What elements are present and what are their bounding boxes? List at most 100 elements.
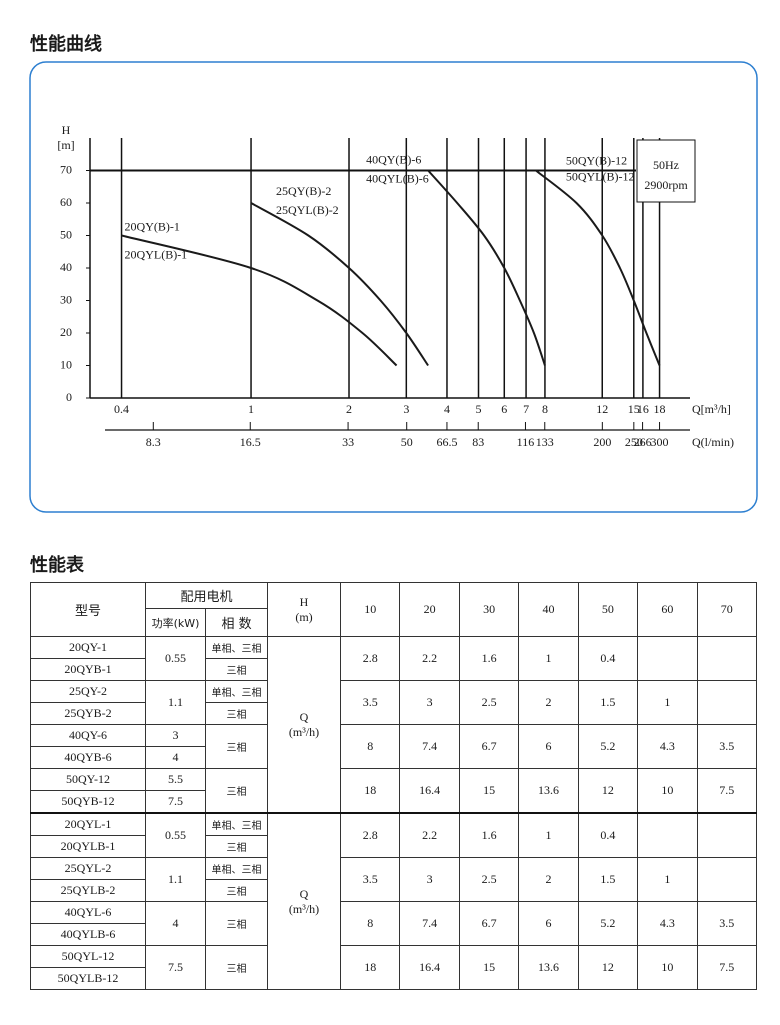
flow-cell: 1.5 [577,680,639,725]
header-cell: H (m) [267,582,342,637]
cell-line: (m³/h) [288,901,320,916]
header-cell: 20 [399,582,460,637]
flow-cell: 3.5 [340,857,401,902]
header-cell: 功率(kW) [145,608,206,637]
performance-table: 型号 配用电机 H (m) 10 20 30 40 50 60 70 功率(kW) 相 数 20QY-1 0… [30,582,758,990]
flow-cell [696,812,758,858]
power-cell: 3 [145,724,206,747]
x2-tick-label: 83 [472,435,484,449]
flow-cell: 7.4 [399,724,460,769]
x-tick-label: 5 [476,402,482,416]
header-cell: 相 数 [204,608,269,637]
flow-cell: 3 [399,857,460,902]
flow-cell: 15 [458,945,520,990]
curve-label: 25QYL(B)-2 [276,203,339,217]
flow-cell: 6 [518,724,579,769]
phase-cell: 三相 [204,658,269,681]
x2-tick-label: 116 [517,435,535,449]
annotation-box [636,139,696,203]
flow-cell: 7.5 [696,945,758,990]
x2-tick-label: 16.5 [240,435,261,449]
curve [250,202,429,367]
power-cell: 0.55 [145,812,206,858]
flow-cell: 1.6 [458,812,520,858]
flow-cell: 6.7 [458,901,520,946]
flow-cell: 7.4 [399,901,460,946]
flow-cell: 13.6 [518,768,579,814]
flow-cell: 10 [637,945,698,990]
flow-cell: 18 [340,768,401,814]
x-tick-label: 16 [637,402,649,416]
curve-label: 50QY(B)-12 [566,153,627,167]
flow-cell: 1 [637,857,698,902]
cell-line: (m³/h) [288,724,320,739]
x-tick-label: 7 [523,402,529,416]
model-cell: 50QY-12 [30,768,146,791]
flow-cell: 1.6 [458,636,520,681]
flow-cell [637,636,698,681]
model-cell: 25QY-2 [30,680,146,703]
x2-tick-label: 8.3 [146,435,161,449]
x-tick-label: 1 [248,402,254,416]
flow-cell: 2.8 [340,812,401,858]
flow-cell: 3.5 [340,680,401,725]
flow-cell: 1.5 [577,857,639,902]
flow-cell: 18 [340,945,401,990]
header-cell: 10 [340,582,401,637]
flow-cell: 2 [518,857,579,902]
power-cell: 0.55 [145,636,206,681]
curve-label: 40QYL(B)-6 [366,171,429,185]
curve-label: 40QY(B)-6 [366,152,421,166]
x-tick-label: 6 [501,402,507,416]
flow-cell [696,857,758,902]
x2-tick-label: 266 [634,435,652,449]
model-cell: 20QYL-1 [30,812,146,836]
flow-cell [696,636,758,681]
header-cell: 型号 [30,582,146,637]
phase-cell: 三相 [204,835,269,858]
flow-cell: 2.2 [399,812,460,858]
flow-cell: 4.3 [637,724,698,769]
flow-cell: 1 [518,812,579,858]
flow-cell: 2.5 [458,857,520,902]
phase-cell: 三相 [204,702,269,725]
chart-title: 性能曲线 [30,34,102,55]
flow-cell: 1 [518,636,579,681]
y-tick-label: 0 [66,390,72,404]
flow-cell: 5.2 [577,724,639,769]
phase-cell: 三相 [204,879,269,902]
model-cell: 25QYB-2 [30,702,146,725]
header-cell: 配用电机 [144,582,269,609]
y-axis-label: H [62,123,71,137]
y-tick-label: 10 [60,357,72,371]
cell-line: Q [299,709,309,724]
x2-tick-label: 50 [401,435,413,449]
flow-cell: 16.4 [399,768,460,814]
phase-cell: 三相 [204,945,269,990]
power-cell: 7.5 [145,945,206,990]
curve [535,169,661,366]
curve-label: 20QYL(B)-1 [125,247,188,261]
x2-tick-label: 33 [342,435,354,449]
flow-cell: 12 [577,945,639,990]
cell-line: Q [299,886,309,901]
flow-cell: 8 [340,724,401,769]
model-cell: 40QYB-6 [30,746,146,769]
table-title: 性能表 [30,555,84,576]
x2-tick-label: 133 [536,435,554,449]
phase-cell: 三相 [204,768,269,814]
header-cell: 30 [458,582,520,637]
chart-frame [29,61,758,513]
x-tick-label: 3 [403,402,409,416]
curve-label: 50QYL(B)-12 [566,169,635,183]
flow-cell: 0.4 [577,812,639,858]
flow-cell: 15 [458,768,520,814]
curve-label: 20QY(B)-1 [125,219,180,233]
model-cell: 25QYLB-2 [30,879,146,902]
model-cell: 50QYLB-12 [30,967,146,990]
flow-cell: 3.5 [696,724,758,769]
header-cell: 60 [637,582,698,637]
phase-cell: 三相 [204,724,269,769]
cell-line: H [299,594,309,609]
